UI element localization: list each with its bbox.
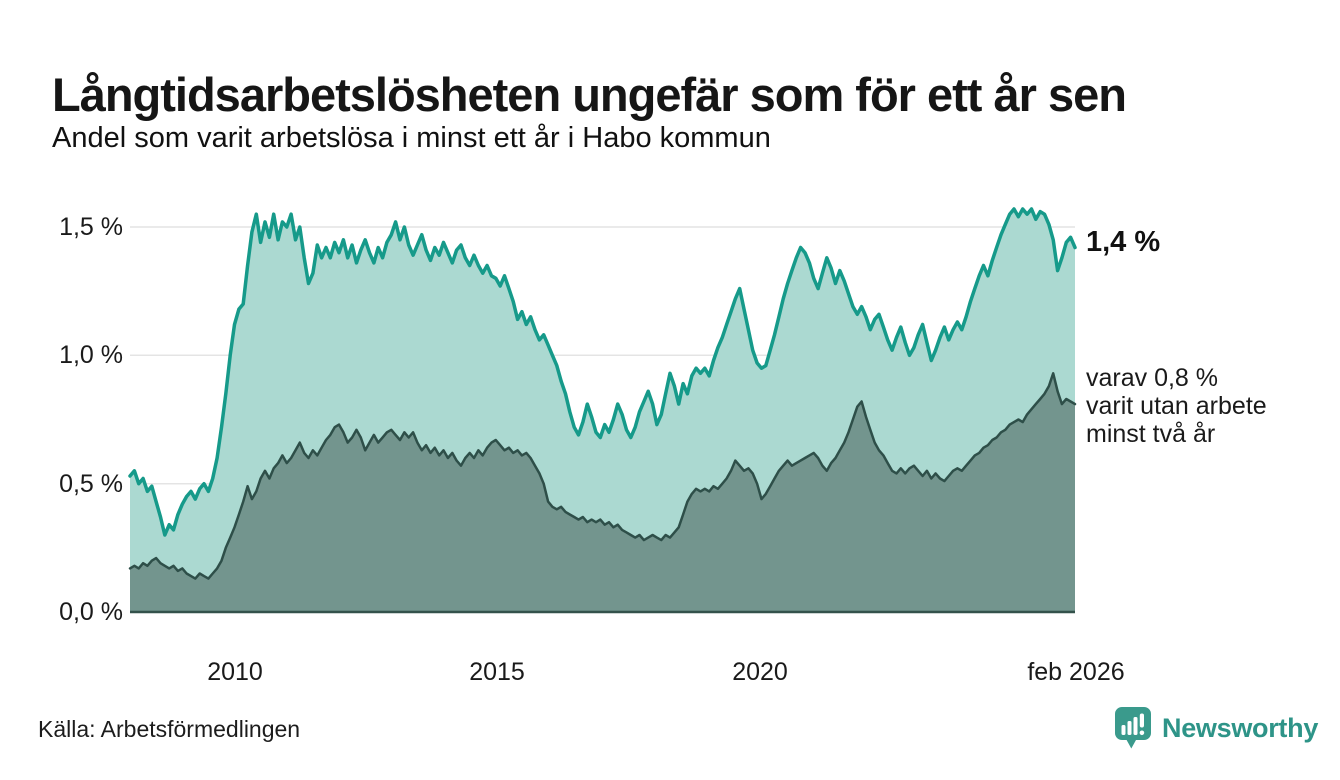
y-axis-tick-0-5: 0,5 % — [59, 470, 123, 498]
bar-chart-bubble-icon — [1115, 707, 1151, 749]
page-subtitle: Andel som varit arbetslösa i minst ett å… — [52, 122, 771, 154]
x-axis-tick-2020: 2020 — [732, 658, 788, 686]
x-axis-tick-2010: 2010 — [207, 658, 263, 686]
annotation-line-1: varav 0,8 % — [1086, 364, 1219, 392]
y-axis-tick-0-0: 0,0 % — [59, 598, 123, 626]
newsworthy-logo: Newsworthy — [1113, 706, 1318, 750]
annotation-line-2: varit utan arbete — [1086, 392, 1267, 420]
x-axis-tick-2015: 2015 — [469, 658, 525, 686]
series-end-value-label: 1,4 % — [1086, 226, 1161, 258]
page-title: Långtidsarbetslösheten ungefär som för e… — [52, 68, 1127, 122]
source-note: Källa: Arbetsförmedlingen — [38, 716, 301, 742]
brand-name: Newsworthy — [1162, 712, 1319, 743]
y-axis-tick-1-5: 1,5 % — [59, 213, 123, 241]
series-annotation: varav 0,8 % varit utan arbete minst två … — [1086, 364, 1267, 448]
x-axis-tick-feb-2026: feb 2026 — [1027, 658, 1125, 686]
y-axis-tick-1-0: 1,0 % — [59, 341, 123, 369]
annotation-line-3: minst två år — [1086, 420, 1216, 448]
